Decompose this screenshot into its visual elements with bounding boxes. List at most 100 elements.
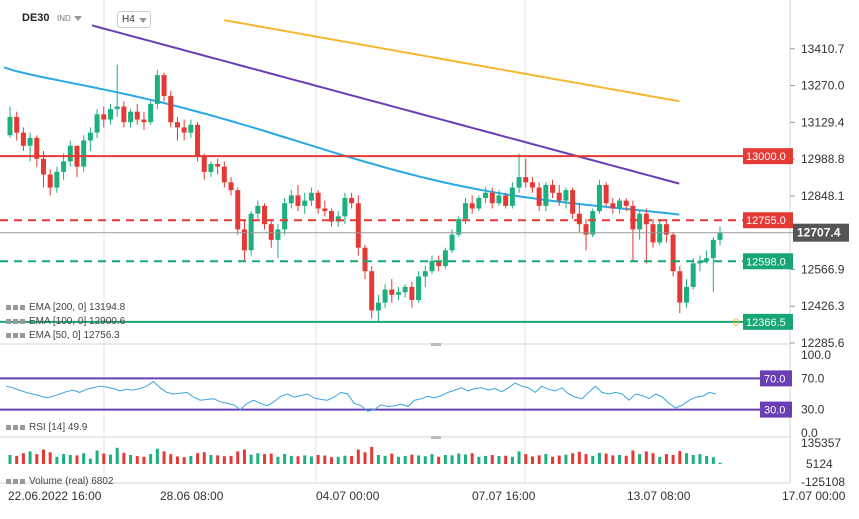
time-axis-label: 22.06.2022 16:00 (8, 489, 102, 503)
close-icon[interactable] (20, 425, 25, 430)
candle-body (215, 164, 221, 167)
candle-body (262, 205, 268, 225)
volume-bar (711, 457, 715, 464)
candle-body (677, 271, 683, 303)
candle-body (168, 96, 174, 123)
volume-bar (256, 453, 260, 464)
volume-bar (209, 455, 213, 464)
rsi-axis-label: 100.0 (801, 348, 831, 362)
candle-body (355, 203, 361, 248)
legend-ema50[interactable]: EMA [50, 0] 12756.3 (6, 330, 120, 341)
ema-line-ema200 (224, 19, 680, 103)
candle-body (650, 224, 656, 243)
candle-body (7, 116, 13, 136)
candle-body (241, 229, 247, 251)
volume-axis-label: 135357 (801, 436, 841, 450)
volume-bar (229, 455, 233, 464)
settings-icon[interactable] (6, 425, 11, 430)
volume-bar (524, 454, 528, 464)
candle-body (657, 224, 663, 243)
volume-bar (62, 454, 66, 464)
price-tick-label: 12566.9 (801, 262, 845, 276)
candle-body (476, 198, 482, 209)
volume-bar (316, 455, 320, 464)
indicator-menu[interactable]: IND (57, 14, 71, 23)
close-icon[interactable] (20, 479, 25, 484)
volume-bar (584, 454, 588, 464)
volume-bar (417, 455, 421, 464)
volume-bar (296, 456, 300, 464)
close-icon[interactable] (20, 305, 25, 310)
volume-bar (28, 451, 32, 464)
current-price-label: 12707.4 (797, 226, 841, 240)
candle-body (570, 190, 576, 214)
panel-resize-handle[interactable] (431, 436, 441, 439)
legend-rsi[interactable]: RSI [14] 49.9 (6, 422, 87, 433)
volume-bar (95, 450, 99, 464)
volume-bar (651, 453, 655, 464)
settings-icon[interactable] (6, 305, 11, 310)
candle-body (342, 198, 348, 217)
volume-bar (169, 454, 173, 464)
volume-bar (671, 455, 675, 464)
volume-bar (678, 451, 682, 464)
volume-bar (564, 454, 568, 464)
ema-line-ema100 (91, 24, 680, 185)
volume-axis-label: 5124 (806, 457, 833, 471)
visibility-icon[interactable] (13, 333, 18, 338)
candle-body (27, 137, 33, 146)
candle-body (409, 286, 415, 301)
rsi-overbought-tag (760, 370, 792, 387)
candle-body (335, 216, 341, 222)
volume-bar (430, 454, 434, 464)
candle-body (282, 203, 288, 230)
settings-icon[interactable] (6, 333, 11, 338)
candle-body (509, 187, 515, 206)
legend-ema100[interactable]: EMA [100, 0] 12900.6 (6, 316, 125, 327)
indicator-menu-chevron-down-icon[interactable] (74, 16, 82, 21)
volume-bar (182, 457, 186, 464)
candle-body (295, 195, 301, 206)
volume-bar (8, 455, 12, 464)
candle-body (630, 205, 636, 230)
candle-body (34, 137, 40, 159)
legend-ema200[interactable]: EMA [200, 0] 13194.8 (6, 302, 125, 313)
candle-body (422, 271, 428, 277)
candle-body (107, 109, 113, 120)
settings-icon[interactable] (6, 319, 11, 324)
volume-bar (202, 452, 206, 464)
volume-bar (685, 453, 689, 464)
settings-icon[interactable] (6, 479, 11, 484)
visibility-icon[interactable] (13, 305, 18, 310)
volume-bar (48, 452, 52, 464)
price-tick-label: 12285.6 (801, 336, 845, 350)
visibility-icon[interactable] (13, 425, 18, 430)
volume-bar (611, 455, 615, 464)
close-icon[interactable] (20, 333, 25, 338)
legend-ema100-text: EMA [100, 0] 12900.6 (29, 316, 126, 327)
panel-resize-handle[interactable] (431, 343, 441, 346)
legend-volume[interactable]: Volume (real) 6802 (6, 476, 114, 487)
candle-body (436, 260, 442, 267)
candle-body (315, 192, 321, 209)
volume-bar (102, 453, 106, 464)
legend-ema50-text: EMA [50, 0] 12756.3 (29, 330, 120, 341)
candle-body (382, 289, 388, 303)
timeframe-select[interactable]: H4 (117, 11, 151, 28)
candle-body (543, 184, 549, 206)
volume-bar (343, 455, 347, 464)
candle-body (302, 200, 308, 206)
visibility-icon[interactable] (13, 319, 18, 324)
candle-body (395, 292, 401, 295)
visibility-icon[interactable] (13, 479, 18, 484)
close-icon[interactable] (20, 319, 25, 324)
candle-body (496, 195, 502, 204)
legend-rsi-text: RSI [14] 49.9 (29, 422, 88, 433)
candle-body (583, 224, 589, 235)
candle-body (221, 166, 227, 183)
time-axis-label: 17.07 00:00 (782, 489, 846, 503)
time-axis-label: 13.07 08:00 (627, 489, 691, 503)
volume-bar (403, 456, 407, 464)
